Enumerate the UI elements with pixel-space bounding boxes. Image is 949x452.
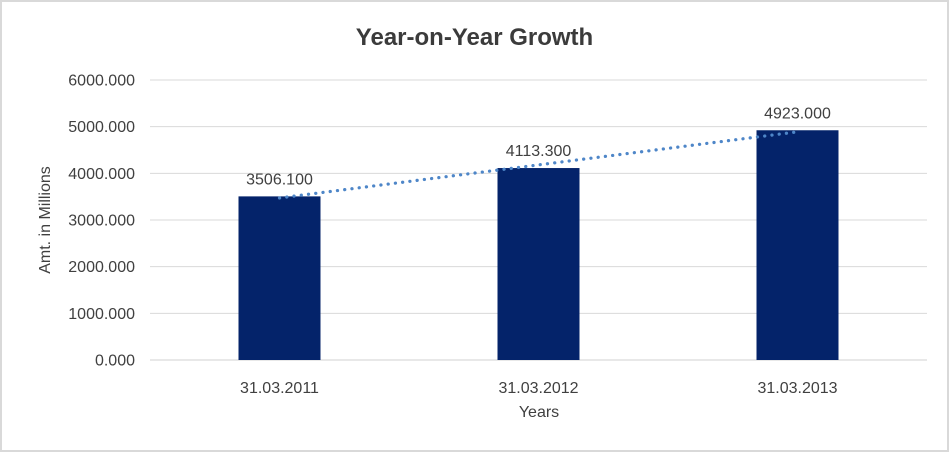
chart-title: Year-on-Year Growth	[355, 24, 594, 51]
y-tick-label: 3000.000	[68, 213, 135, 230]
y-tick-label: 1000.000	[68, 306, 135, 323]
y-tick-label: 5000.000	[68, 119, 135, 136]
trendline	[277, 130, 800, 200]
data-label: 4113.300	[506, 143, 572, 160]
x-tick-label: 31.03.2013	[757, 380, 837, 397]
bar	[756, 130, 839, 360]
bar	[238, 196, 321, 360]
y-tick-label: 0.000	[95, 353, 135, 370]
y-tick-label: 2000.000	[68, 259, 135, 276]
data-label: 3506.100	[246, 171, 313, 188]
y-tick-label: 4000.000	[68, 166, 135, 183]
bar	[497, 168, 580, 360]
y-tick-label: 6000.000	[68, 73, 135, 90]
x-tick-label: 31.03.2012	[498, 380, 578, 397]
x-tick-label: 31.03.2011	[240, 380, 319, 397]
x-axis-title: Years	[518, 404, 560, 421]
data-label: 4923.000	[764, 105, 831, 122]
